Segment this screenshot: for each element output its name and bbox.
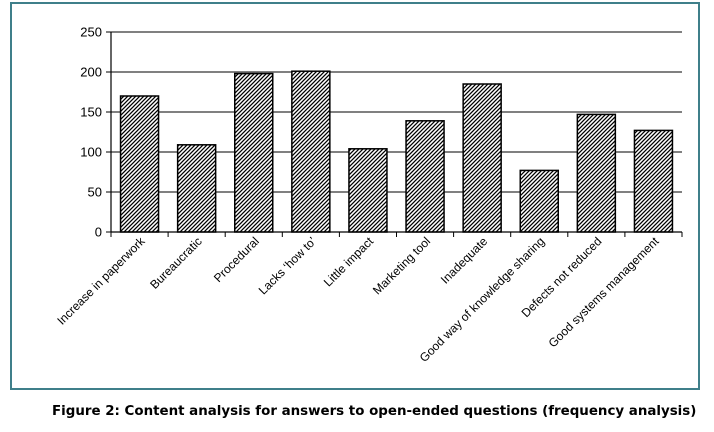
category-labels: Increase in paperwork Bureaucratic Procedu… [54,234,662,365]
bar-chart: 0 50 100 150 200 250 Increase in paperwork Bur… [54,25,683,365]
bar [576,113,617,233]
category-label: Lacks ‘how to’ [256,234,319,297]
figure-frame: 0 50 100 150 200 250 Increase in paperwork Bur… [10,2,700,390]
y-tick-label: 200 [80,65,102,80]
category-label: Increase in paperwork [54,234,148,328]
bar [633,129,674,233]
bars [119,70,674,233]
category-label: Little impact [321,234,377,290]
bar [405,120,445,233]
bar [462,83,502,233]
axes [106,31,683,237]
bar [348,148,388,233]
bar [291,70,331,233]
category-label: Good systems management [546,234,662,350]
y-tick-label: 250 [80,25,102,40]
y-tick-labels: 0 50 100 150 200 250 [80,25,102,240]
category-label: Bureaucratic [147,234,205,292]
y-tick-label: 50 [88,185,102,200]
bar [234,72,274,233]
bar [176,144,217,233]
y-tick-label: 0 [95,225,102,240]
category-label: Marketing tool [370,234,433,297]
category-label: Good way of knowledge sharing [417,234,548,365]
bar [119,95,160,233]
category-label: Procedural [211,234,262,285]
y-tick-label: 150 [80,105,102,120]
figure-caption: Figure 2: Content analysis for answers t… [52,404,697,419]
y-tick-label: 100 [80,145,102,160]
category-label: Inadequate [438,234,491,287]
bar [519,169,559,233]
